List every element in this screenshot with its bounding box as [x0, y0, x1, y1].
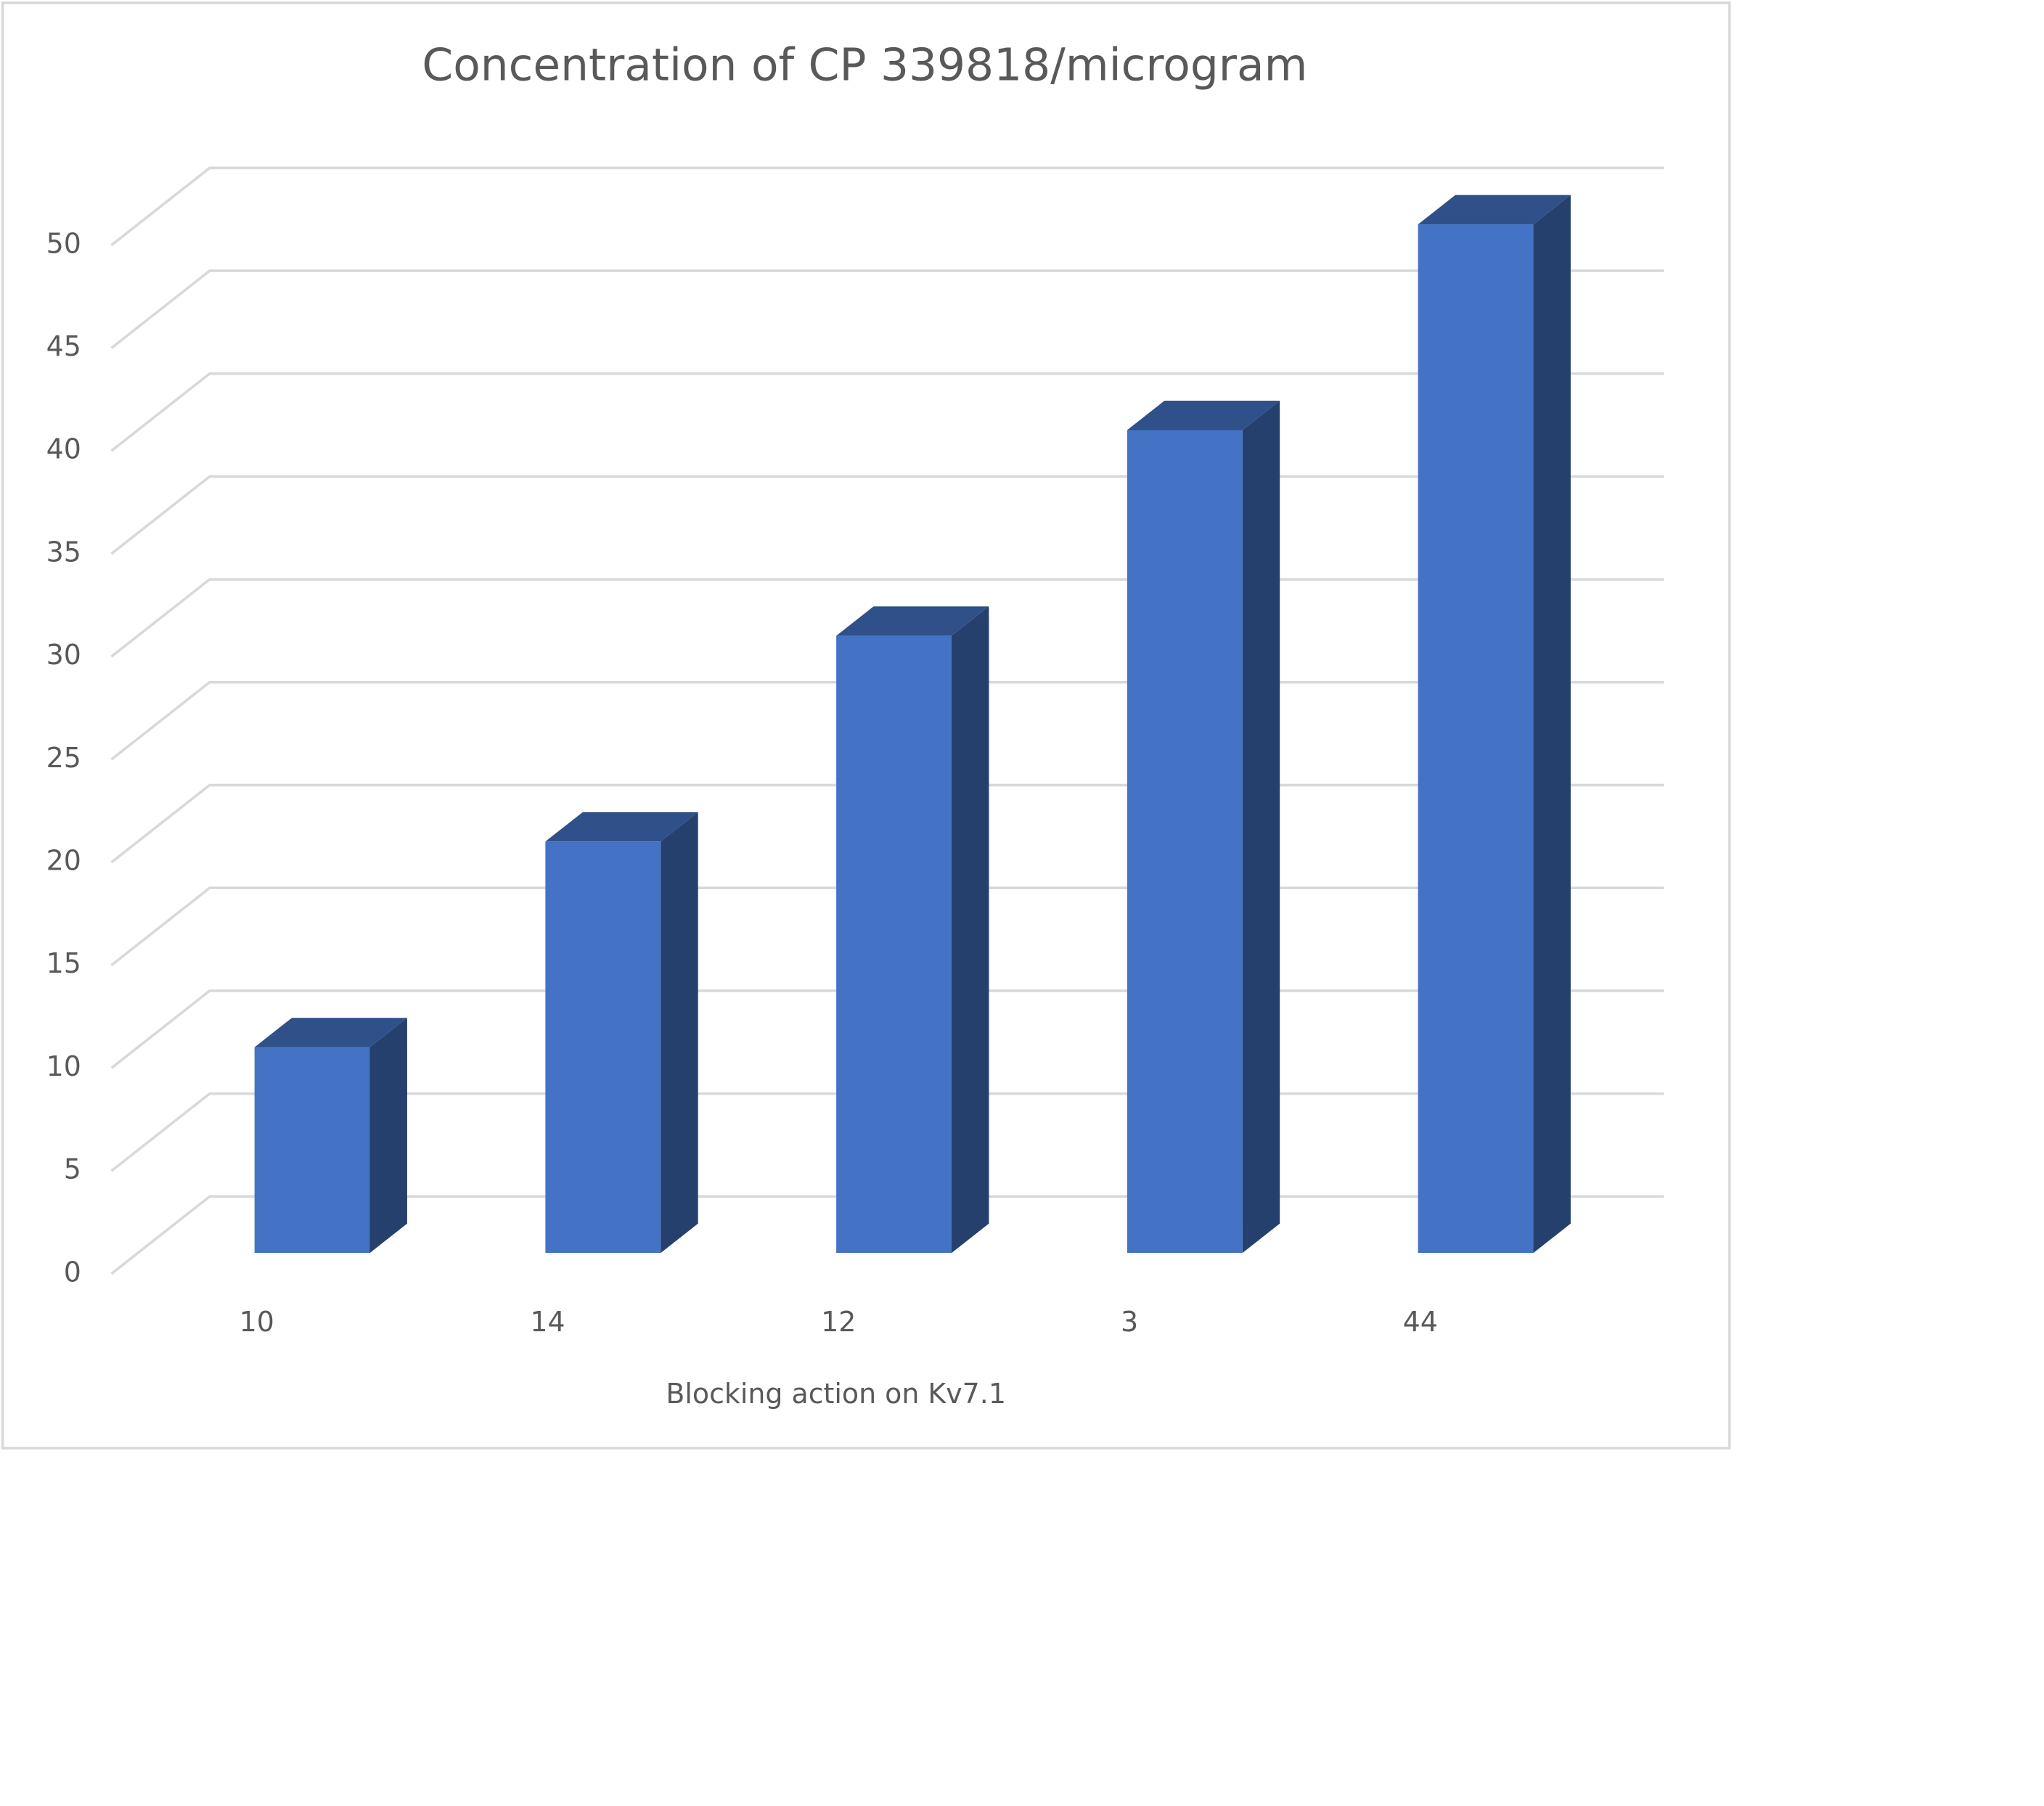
bar-side — [1533, 195, 1571, 1254]
x-tick-label: 12 — [821, 1306, 856, 1338]
y-tick-label: 25 — [46, 742, 81, 774]
y-tick-label: 0 — [64, 1256, 81, 1288]
grid-line — [110, 372, 1664, 452]
x-tick-label: 14 — [530, 1306, 565, 1338]
bar — [545, 841, 661, 1254]
bar-top — [1127, 401, 1280, 430]
grid-line — [110, 166, 1664, 247]
bar — [836, 635, 952, 1254]
y-tick-label: 10 — [46, 1050, 81, 1082]
y-tick-label: 50 — [46, 227, 81, 259]
y-tick-label: 45 — [46, 330, 81, 362]
bar-top — [545, 812, 698, 842]
y-tick-label: 20 — [46, 845, 81, 877]
y-tick-label: 30 — [46, 639, 81, 671]
bar — [1127, 430, 1243, 1254]
y-tick-label: 40 — [46, 433, 81, 465]
y-tick-label: 35 — [46, 536, 81, 568]
chart-title: Concentration of CP 339818/microgram — [422, 40, 1307, 91]
grid-line — [110, 269, 1664, 349]
bar — [254, 1047, 370, 1254]
bar-top — [1418, 195, 1571, 225]
x-tick-label: 10 — [240, 1306, 274, 1338]
bar-top — [254, 1018, 407, 1047]
y-tick-label: 15 — [46, 947, 81, 979]
bar-side — [661, 812, 698, 1254]
x-tick-label: 44 — [1403, 1306, 1438, 1338]
x-axis-title: Blocking action on Kv7.1 — [666, 1378, 1006, 1410]
bar — [1418, 224, 1534, 1254]
bar-side — [1242, 401, 1280, 1254]
bar-side — [369, 1018, 407, 1254]
bar-top — [836, 606, 989, 636]
y-tick-label: 5 — [64, 1153, 81, 1185]
x-tick-label: 3 — [1121, 1306, 1138, 1338]
bar-side — [951, 606, 989, 1254]
